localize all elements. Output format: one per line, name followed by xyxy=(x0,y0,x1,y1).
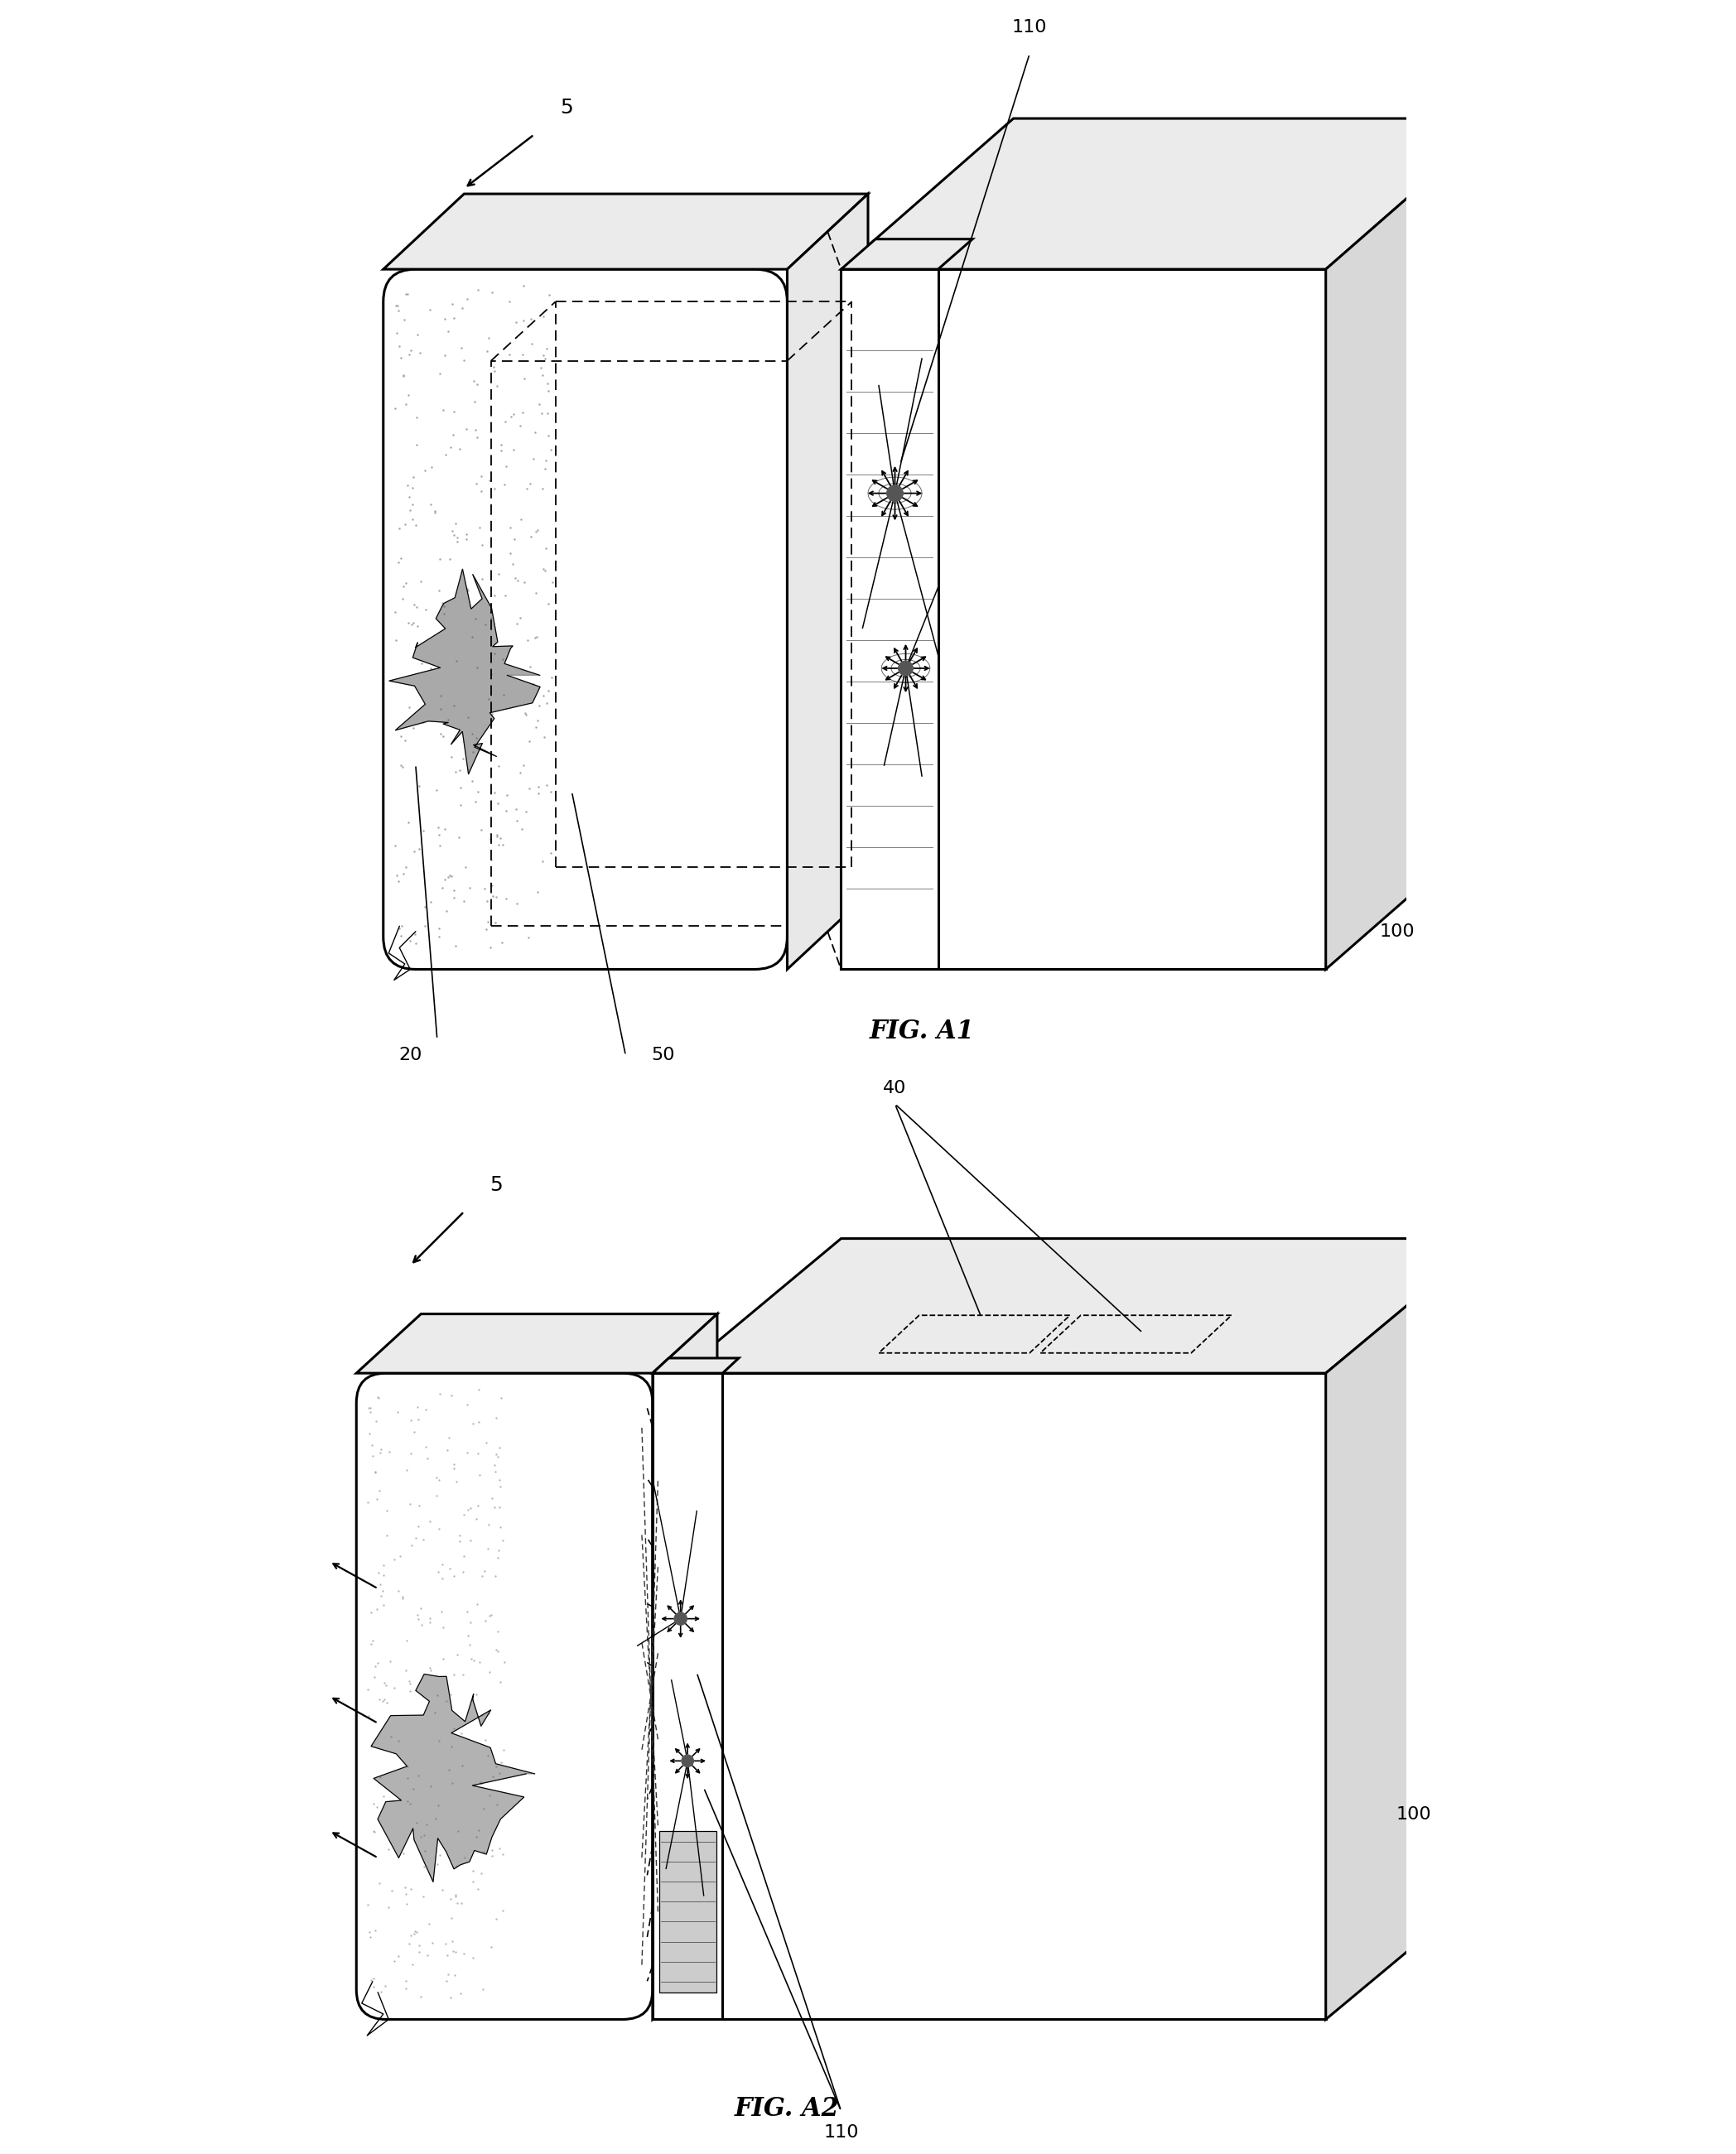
Polygon shape xyxy=(679,1374,1326,2020)
FancyBboxPatch shape xyxy=(356,1374,653,2020)
Text: 110: 110 xyxy=(1012,19,1047,34)
Polygon shape xyxy=(389,569,540,773)
Text: 50: 50 xyxy=(651,1047,675,1064)
Circle shape xyxy=(682,1756,693,1766)
Polygon shape xyxy=(840,269,937,969)
Circle shape xyxy=(899,661,913,676)
Polygon shape xyxy=(1326,118,1498,969)
Text: FIG. A1: FIG. A1 xyxy=(870,1019,974,1045)
Text: FIG. A2: FIG. A2 xyxy=(734,2096,840,2122)
Polygon shape xyxy=(786,194,868,969)
Polygon shape xyxy=(840,118,1498,269)
Polygon shape xyxy=(1326,1239,1488,2020)
FancyBboxPatch shape xyxy=(384,269,786,969)
Text: 5: 5 xyxy=(490,1174,503,1195)
Text: 100: 100 xyxy=(1380,924,1415,939)
Polygon shape xyxy=(653,1314,717,2020)
Circle shape xyxy=(674,1613,687,1624)
Polygon shape xyxy=(840,269,1326,969)
Circle shape xyxy=(887,485,903,502)
Polygon shape xyxy=(356,1314,717,1374)
Polygon shape xyxy=(840,239,972,269)
Polygon shape xyxy=(384,194,868,269)
Polygon shape xyxy=(679,1239,1488,1374)
Text: 100: 100 xyxy=(1396,1807,1430,1822)
Polygon shape xyxy=(372,1674,535,1883)
Polygon shape xyxy=(653,1357,740,1374)
Text: 110: 110 xyxy=(823,2124,859,2141)
Text: 5: 5 xyxy=(561,97,573,118)
Bar xyxy=(660,1831,717,1992)
Text: 40: 40 xyxy=(884,1079,906,1096)
Polygon shape xyxy=(653,1374,722,2020)
Text: 20: 20 xyxy=(399,1047,422,1064)
